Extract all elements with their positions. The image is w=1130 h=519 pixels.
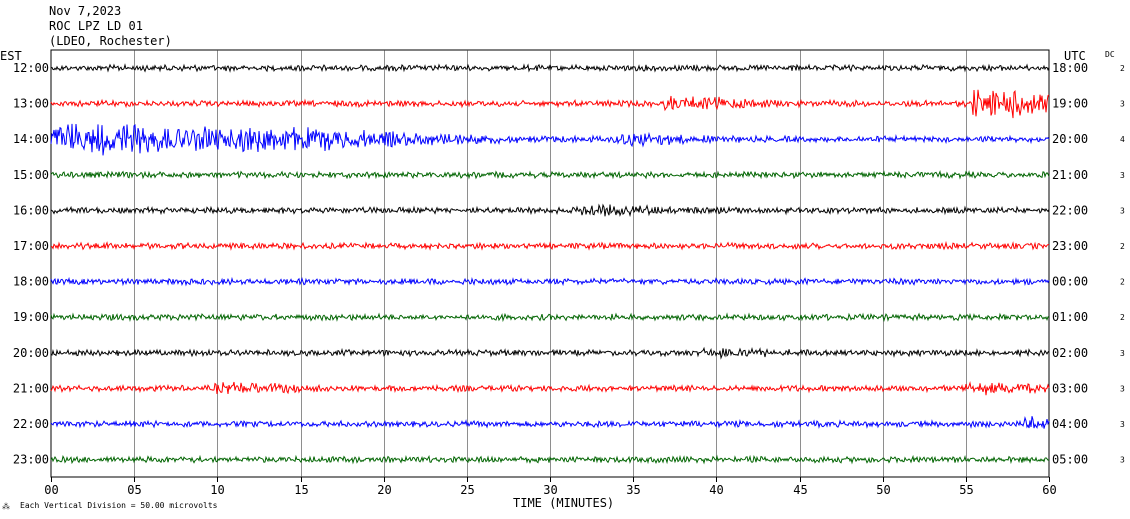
trace-line [50,276,1050,287]
dc-value-label: 3 [1120,206,1125,215]
trace-line [50,381,1050,396]
dc-value-label: 4 [1120,135,1125,144]
x-tick-label: 05 [127,483,141,497]
utc-tick-label: 21:00 [1052,168,1088,182]
est-tick-label: 22:00 [13,417,49,431]
x-tick-label: 55 [959,483,973,497]
trace-line [50,169,1050,180]
utc-tick-label: 03:00 [1052,381,1088,395]
dc-header: DC [1105,50,1115,59]
x-tick-label: 15 [294,483,308,497]
x-tick-label: 35 [626,483,640,497]
dc-value-label: 3 [1120,349,1125,358]
trace-line [50,346,1050,360]
est-tick-label: 21:00 [13,381,49,395]
utc-tick-label: 19:00 [1052,97,1088,111]
est-tick-label: 14:00 [13,132,49,146]
est-tick-label: 18:00 [13,275,49,289]
x-tick-label: 20 [377,483,391,497]
est-tick-label: 17:00 [13,239,49,253]
utc-tick-label: 04:00 [1052,417,1088,431]
left-axis-label: EST [0,49,22,63]
utc-tick-label: 23:00 [1052,239,1088,253]
dc-value-label: 3 [1120,420,1125,429]
dc-value-label: 3 [1120,456,1125,465]
est-tick-label: 13:00 [13,97,49,111]
trace-line [50,312,1050,323]
est-tick-label: 12:00 [13,61,49,75]
est-tick-label: 15:00 [13,168,49,182]
x-tick-label: 10 [210,483,224,497]
utc-tick-label: 01:00 [1052,310,1088,324]
x-tick-label: 30 [543,483,557,497]
utc-tick-label: 22:00 [1052,203,1088,217]
utc-tick-label: 00:00 [1052,275,1088,289]
scale-note: Each Vertical Division = 50.00 microvolt… [20,501,218,510]
dc-value-label: 2 [1120,64,1125,73]
trace-line [50,89,1050,119]
est-tick-label: 20:00 [13,346,49,360]
x-tick-label: 50 [876,483,890,497]
x-tick-label: 40 [709,483,723,497]
utc-tick-label: 18:00 [1052,61,1088,75]
dc-value-label: 3 [1120,100,1125,109]
station-label: ROC LPZ LD 01 [49,19,143,33]
trace-line [50,203,1050,218]
est-tick-label: 16:00 [13,203,49,217]
dc-value-label: 3 [1120,171,1125,180]
date-label: Nov 7,2023 [49,4,122,18]
scale-note-icon: ⁂ [2,502,10,511]
x-axis-title: TIME (MINUTES) [513,496,615,510]
x-tick-label: 60 [1042,483,1056,497]
x-tick-label: 25 [460,483,474,497]
est-tick-label: 23:00 [13,453,49,467]
x-tick-label: 00 [44,483,58,497]
trace-line [50,123,1050,156]
trace-line [50,454,1049,465]
network-label: (LDEO, Rochester) [49,34,172,48]
trace-line [50,416,1050,429]
dc-value-label: 2 [1120,313,1125,322]
dc-value-label: 2 [1120,278,1125,287]
utc-tick-label: 05:00 [1052,453,1088,467]
utc-tick-label: 02:00 [1052,346,1088,360]
trace-line [51,240,1050,251]
utc-tick-label: 20:00 [1052,132,1088,146]
right-axis-label: UTC [1064,49,1086,63]
trace-line [50,63,1050,73]
dc-value-label: 3 [1120,384,1125,393]
x-tick-label: 45 [793,483,807,497]
plot-frame [50,49,1050,478]
est-tick-label: 19:00 [13,310,49,324]
dc-value-label: 2 [1120,242,1125,251]
